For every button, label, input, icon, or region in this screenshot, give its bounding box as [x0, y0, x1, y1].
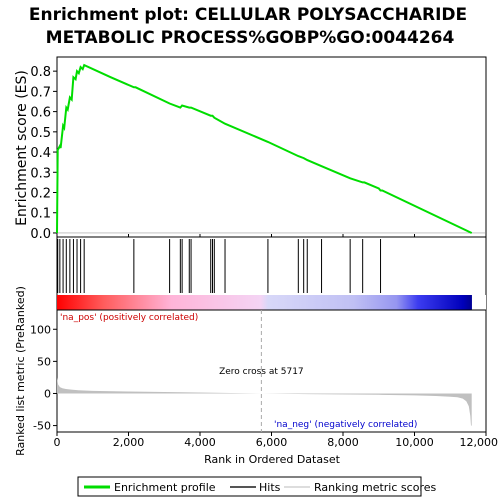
zero-cross-label: Zero cross at 5717 — [219, 367, 304, 377]
es-y-tick-label: 0.4 — [30, 146, 51, 161]
rank-color-bar — [57, 295, 486, 310]
x-tick-label: 4,000 — [184, 436, 216, 449]
es-panel-frame — [56, 56, 487, 238]
es-y-tick-label: 0.3 — [30, 166, 51, 181]
es-y-tick-label: 0.5 — [30, 126, 51, 141]
metric-panel-frame — [56, 309, 487, 433]
es-y-tick-label: 0.1 — [30, 207, 51, 222]
x-tick-label: 6,000 — [256, 436, 288, 449]
es-y-tick-label: 0.7 — [30, 85, 51, 100]
x-axis-label: Rank in Ordered Dataset — [204, 453, 341, 466]
x-tick-label: 2,000 — [113, 436, 145, 449]
x-tick-label: 12,000 — [460, 436, 499, 449]
chart-title-line-2: METABOLIC PROCESS%GOBP%GO:0044264 — [46, 28, 455, 48]
metric-y-tick-label: 50 — [37, 355, 51, 368]
es-y-tick-label: 0.6 — [30, 106, 51, 121]
es-panel-ticks: 0.0 0.1 0.2 0.3 0.4 0.5 0.6 0.7 0.8 — [30, 65, 487, 242]
x-tick-label: 0 — [54, 436, 61, 449]
metric-y-tick-label: -50 — [33, 420, 51, 433]
chart-title-line-1: Enrichment plot: CELLULAR POLYSACCHARIDE — [29, 5, 467, 25]
x-tick-label: 10,000 — [395, 436, 434, 449]
negative-correlation-label: 'na_neg' (negatively correlated) — [274, 420, 417, 430]
enrichment-profile-line — [56, 63, 473, 234]
es-y-tick-label: 0.0 — [30, 227, 51, 242]
x-tick-label: 8,000 — [327, 436, 359, 449]
legend-enrichment-label: Enrichment profile — [114, 481, 216, 494]
metric-panel-ticks: -50 0 50 100 — [30, 323, 57, 433]
metric-y-tick-label: 100 — [30, 323, 51, 336]
legend-hits-label: Hits — [259, 481, 281, 494]
hit-marks — [57, 239, 382, 293]
x-axis-ticks: 0 2,000 4,000 6,000 8,000 10,000 12,000 — [54, 432, 499, 449]
es-y-tick-label: 0.2 — [30, 187, 51, 202]
es-y-tick-label: 0.8 — [30, 65, 51, 80]
positive-correlation-label: 'na_pos' (positively correlated) — [60, 313, 198, 323]
metric-y-axis-label: Ranked list metric (PreRanked) — [14, 286, 27, 456]
legend-metric-label: Ranking metric scores — [314, 481, 436, 494]
metric-y-tick-label: 0 — [44, 387, 51, 400]
es-y-axis-label: Enrichment score (ES) — [14, 70, 30, 226]
